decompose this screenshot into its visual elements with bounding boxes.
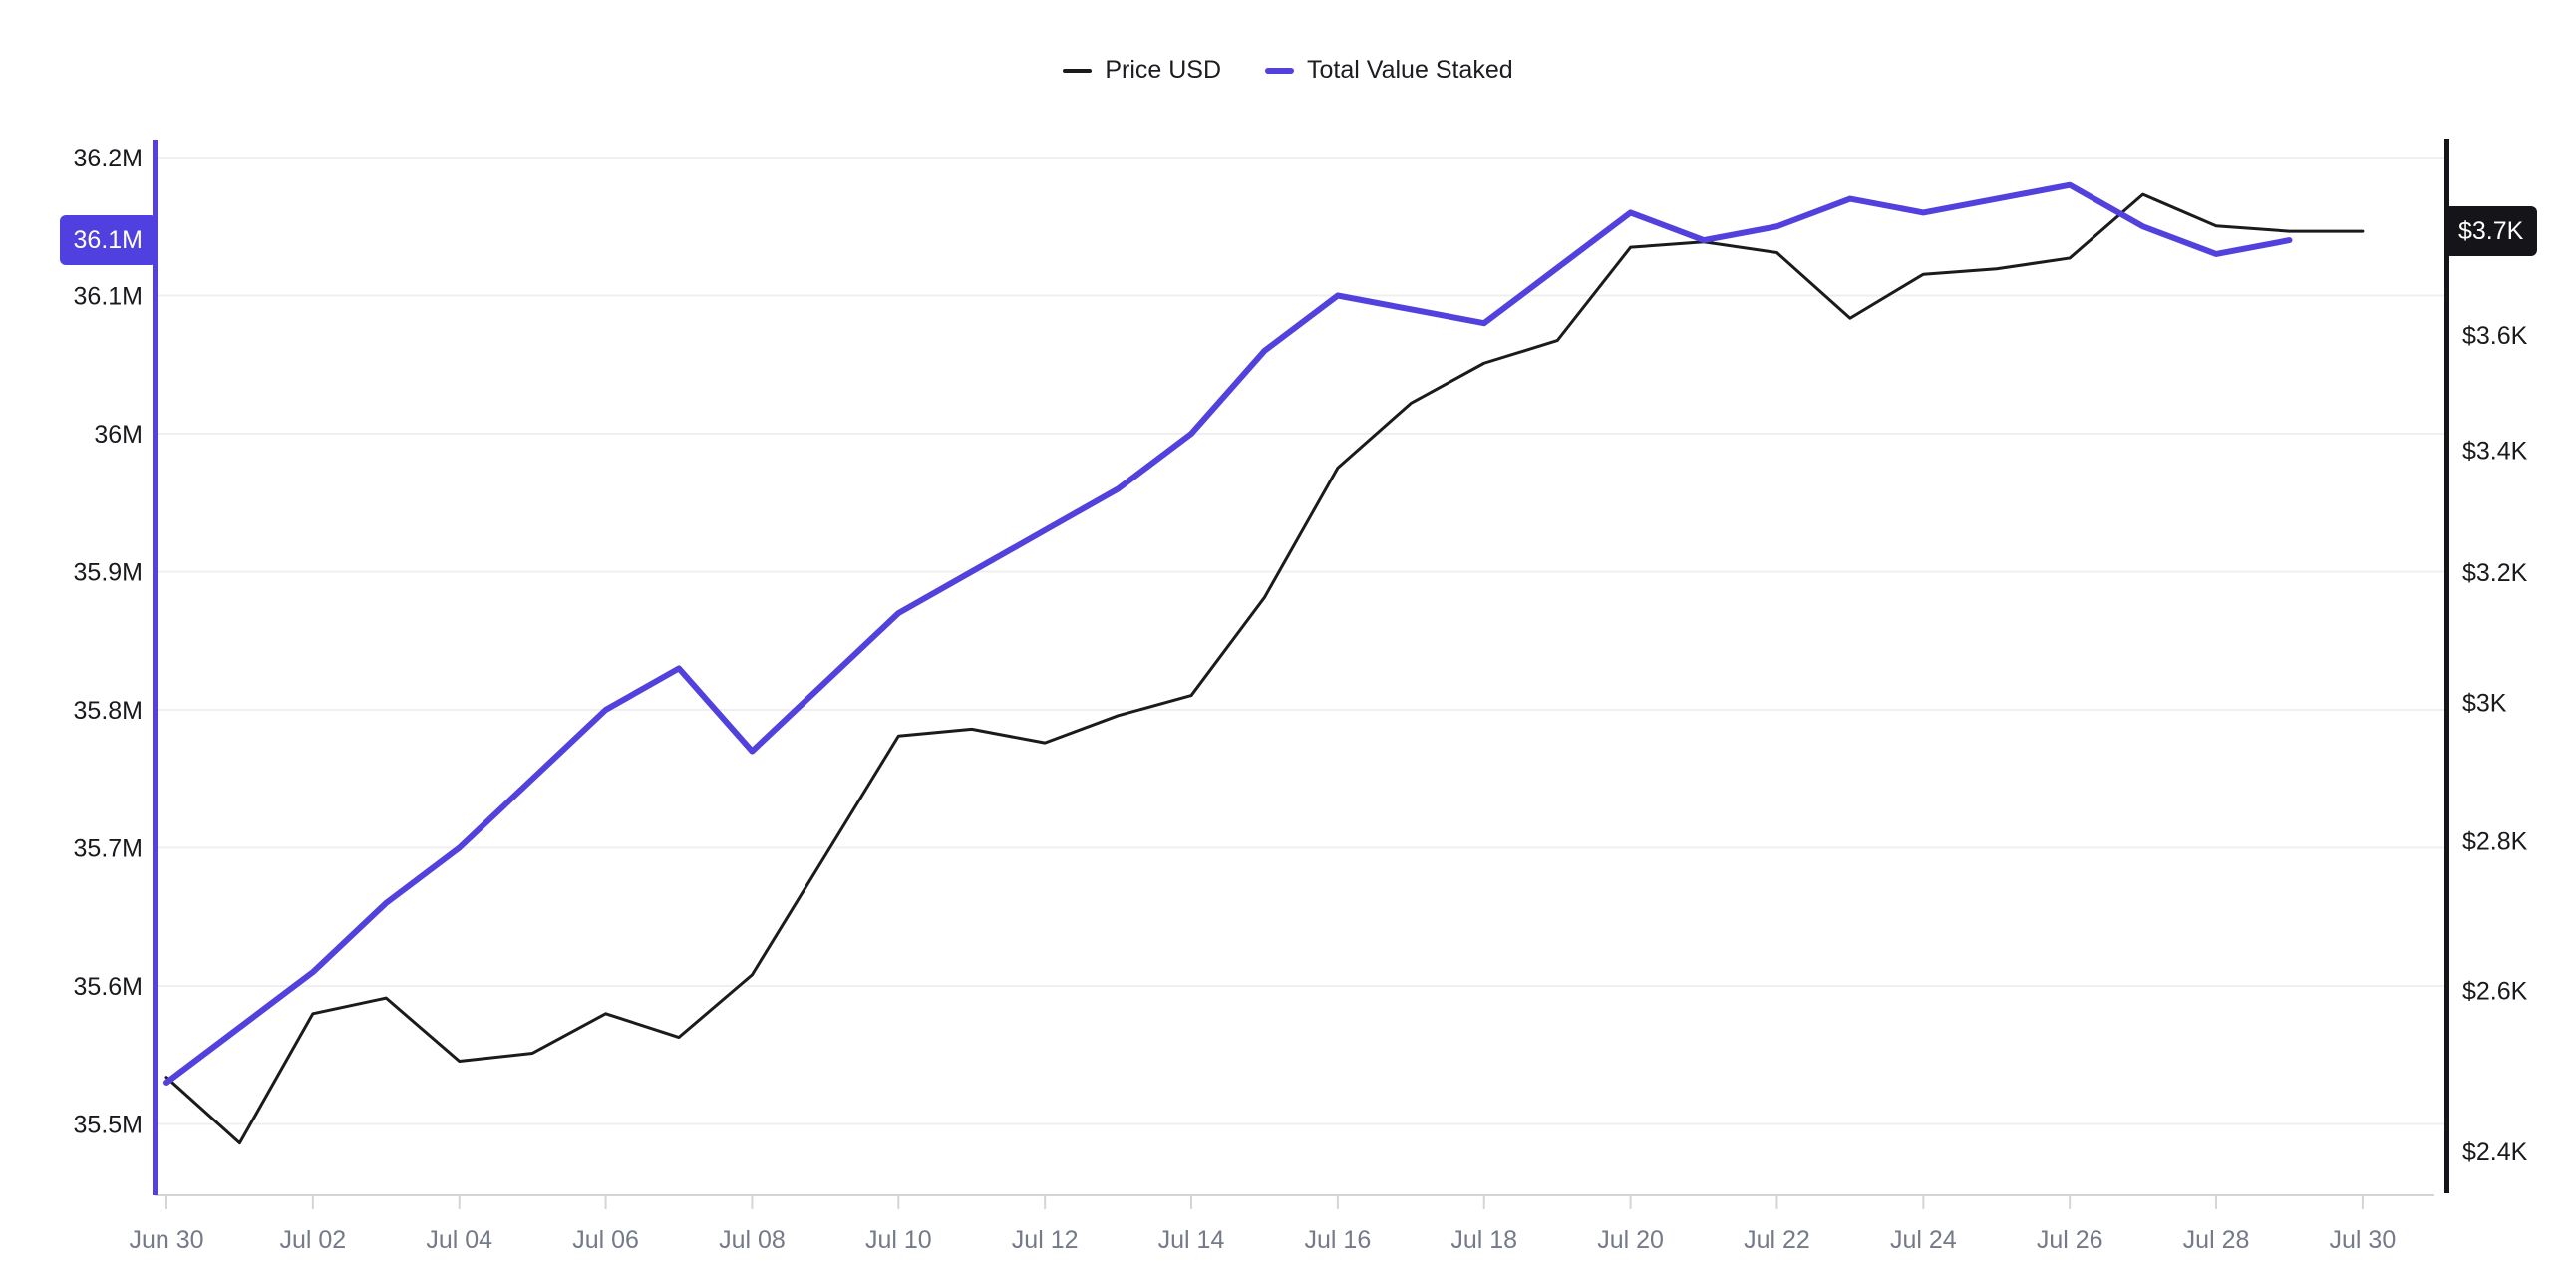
left-axis-tick-label: 35.6M xyxy=(74,973,143,1001)
price-line-series[interactable] xyxy=(164,192,2365,1145)
right-axis-tick-label: $2.8K xyxy=(2462,828,2528,856)
legend-label: Total Value Staked xyxy=(1307,56,1513,84)
left-axis-tick-label: 35.7M xyxy=(74,835,143,863)
x-tick-label: Jul 06 xyxy=(572,1226,639,1254)
left-axis-tick-label: 35.8M xyxy=(74,697,143,725)
right-axis-current-value-badge: $3.7K xyxy=(2444,206,2538,257)
x-tick-label: Jul 18 xyxy=(1450,1226,1517,1254)
right-axis-tick-label: $3.2K xyxy=(2462,559,2528,587)
x-tick-label: Jul 10 xyxy=(865,1226,932,1254)
left-axis-tick-label: 35.5M xyxy=(74,1112,143,1139)
right-axis-tick-label: $2.6K xyxy=(2462,977,2528,1005)
left-axis-tick-label: 35.9M xyxy=(74,559,143,587)
x-tick-label: Jul 28 xyxy=(2183,1226,2250,1254)
x-tick-label: Jul 30 xyxy=(2330,1226,2397,1254)
right-axis-tick-label: $2.4K xyxy=(2462,1138,2528,1166)
x-tick-label: Jul 16 xyxy=(1305,1226,1372,1254)
right-axis-tick-label: $3K xyxy=(2462,689,2507,717)
left-axis-tick-label: 36M xyxy=(94,421,143,449)
x-tick-label: Jul 08 xyxy=(719,1226,786,1254)
legend-item-price-usd[interactable]: Price USD xyxy=(1063,56,1221,85)
price-line-swatch-icon xyxy=(1063,68,1093,73)
right-axis-tick-label: $3.4K xyxy=(2462,437,2528,465)
x-tick-label: Jul 22 xyxy=(1744,1226,1810,1254)
x-tick-label: Jun 30 xyxy=(129,1226,203,1254)
x-tick-label: Jul 14 xyxy=(1158,1226,1225,1254)
left-axis-tick-label: 36.1M xyxy=(74,283,143,311)
legend-label: Price USD xyxy=(1105,56,1222,84)
tvs-line-swatch-icon xyxy=(1265,67,1295,74)
left-axis-tick-label: 36.2M xyxy=(74,145,143,172)
x-tick-label: Jul 24 xyxy=(1890,1226,1957,1254)
legend: Price USD Total Value Staked xyxy=(0,56,2576,85)
left-axis-current-value-badge: 36.1M xyxy=(59,215,157,266)
tvs-line-series[interactable] xyxy=(163,181,2293,1086)
x-tick-label: Jul 12 xyxy=(1012,1226,1079,1254)
right-axis-tick-label: $3.6K xyxy=(2462,322,2528,350)
x-tick-label: Jul 02 xyxy=(280,1226,347,1254)
x-tick-label: Jul 04 xyxy=(426,1226,492,1254)
x-tick-label: Jul 20 xyxy=(1597,1226,1664,1254)
x-tick-label: Jul 26 xyxy=(2037,1226,2103,1254)
legend-item-total-value-staked[interactable]: Total Value Staked xyxy=(1265,56,1513,85)
